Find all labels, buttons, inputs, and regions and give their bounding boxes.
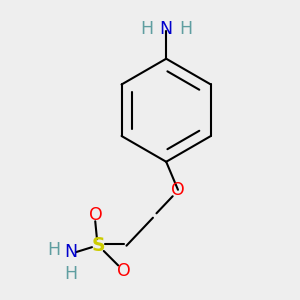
Text: S: S (92, 236, 105, 255)
Text: O: O (117, 262, 130, 280)
Text: N: N (160, 20, 173, 38)
Text: H: H (179, 20, 192, 38)
Text: H: H (64, 265, 77, 283)
Text: H: H (140, 20, 154, 38)
Text: O: O (89, 206, 102, 224)
Text: O: O (171, 181, 185, 199)
Text: N: N (64, 243, 77, 261)
Text: H: H (48, 241, 61, 259)
